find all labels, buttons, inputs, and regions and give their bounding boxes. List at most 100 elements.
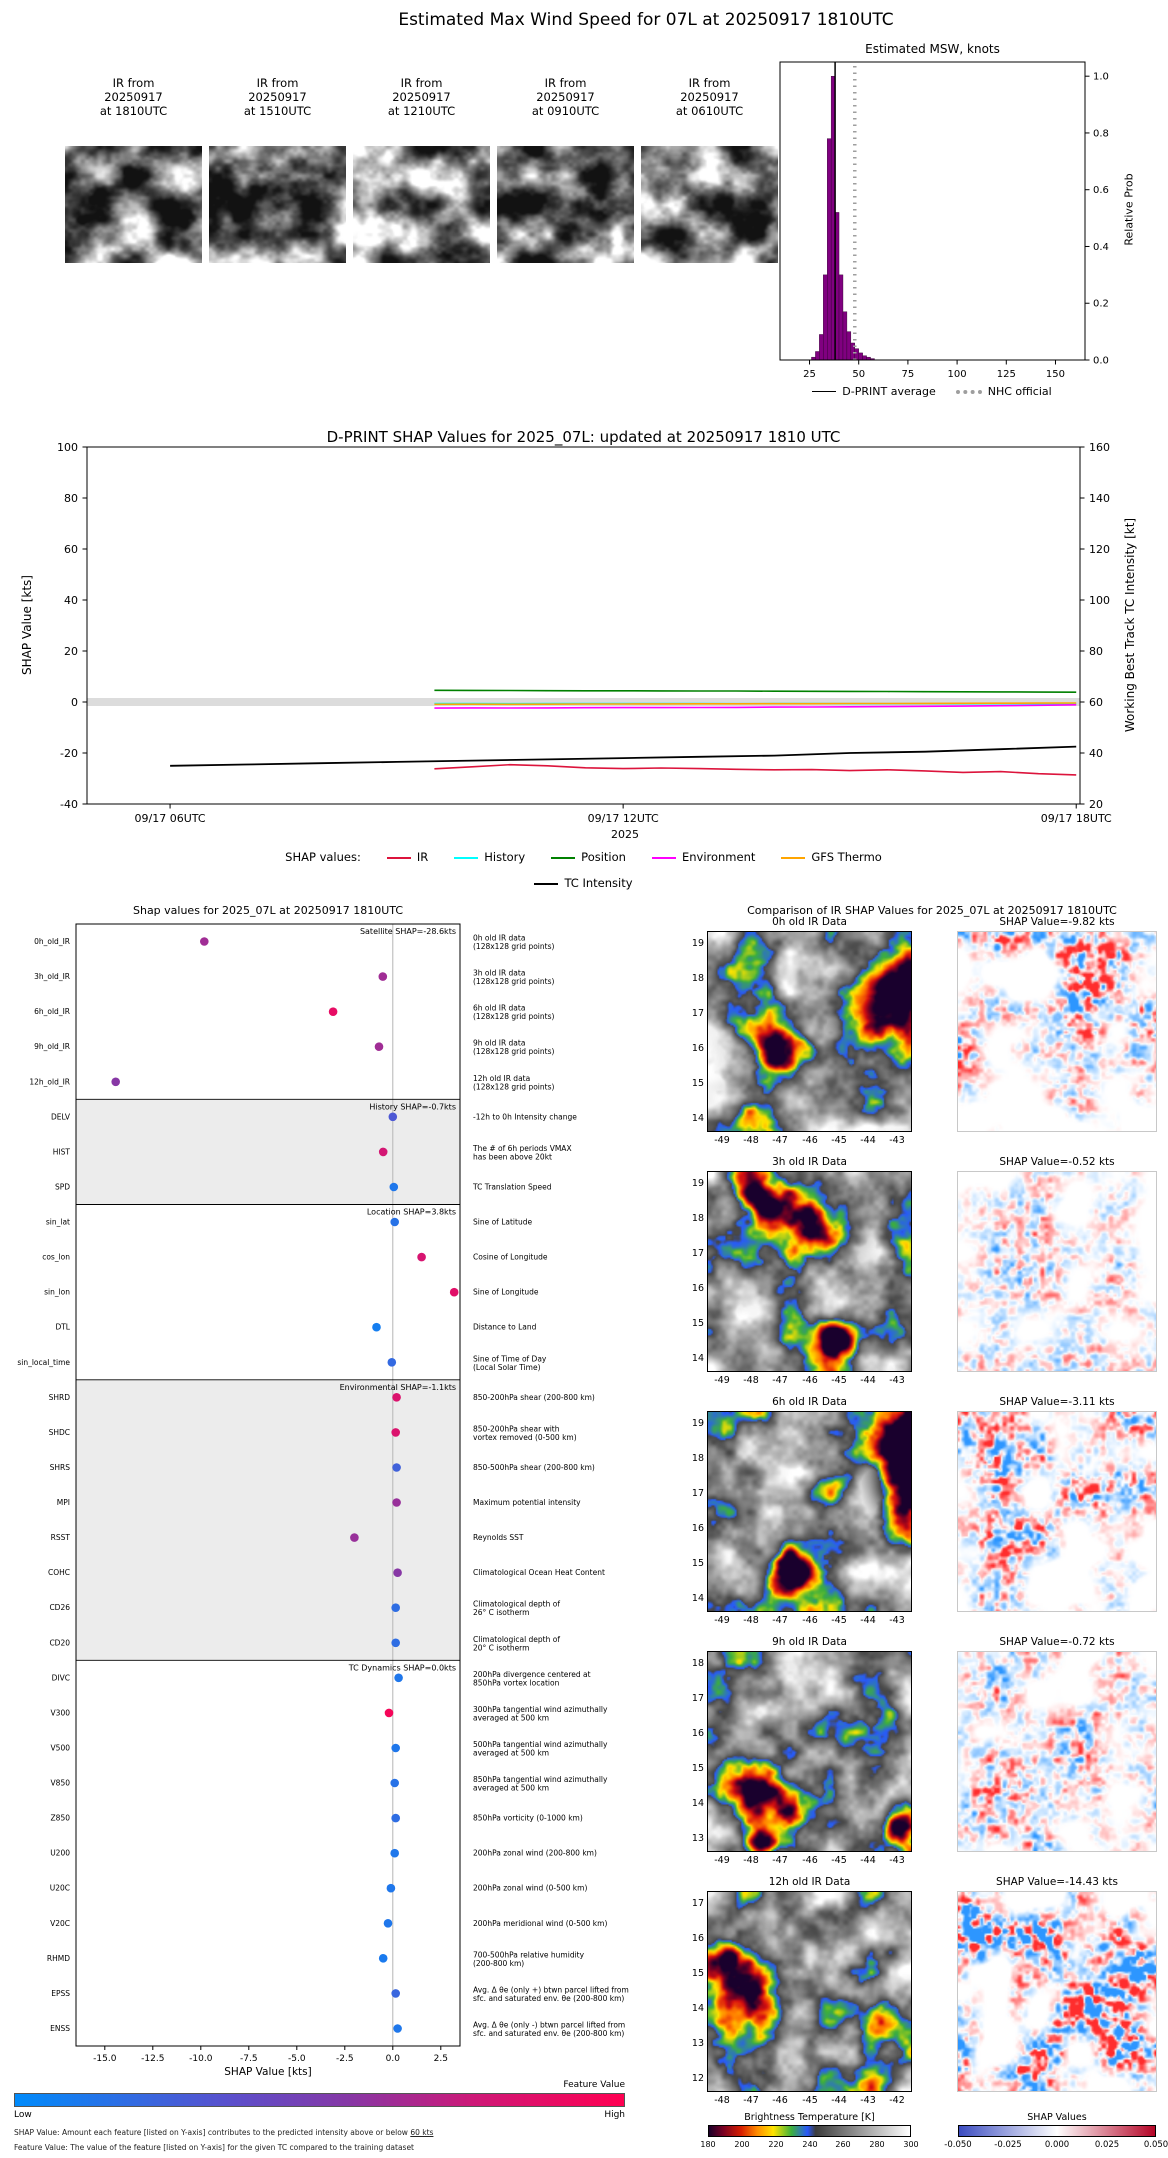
- lat-tick-label: 13: [691, 2038, 704, 2049]
- feature-description-MPI: Maximum potential intensity: [473, 1498, 581, 1507]
- feature-dot-CD20: [391, 1638, 401, 1648]
- dotplot-x-tick: 0.0: [386, 2054, 401, 2064]
- histogram-y-tick: 1.0: [1093, 72, 1109, 83]
- legend-label-nhc-official: NHC official: [987, 385, 1052, 398]
- feature-label-12h_old_IR: 12h_old_IR: [29, 1077, 70, 1086]
- bt-tick-label: 260: [835, 2140, 851, 2149]
- ir-thumbnail-image: [497, 146, 634, 263]
- dotplot-title: Shap values for 2025_07L at 20250917 181…: [132, 904, 404, 917]
- lat-tick-label: 16: [691, 1933, 704, 1944]
- lon-tick-label: -44: [831, 2095, 847, 2106]
- lon-tick-label: -48: [714, 2095, 730, 2106]
- ir-panel-title: 6h old IR Data: [772, 1396, 847, 1408]
- lat-tick-label: 19: [691, 1178, 704, 1189]
- feature-dot-SHRS: [392, 1463, 401, 1472]
- feature-label-U200: U200: [50, 1849, 70, 1858]
- histogram-legend: D-PRINT average NHC official: [712, 385, 1152, 398]
- histogram-y-tick: 0.0: [1093, 356, 1109, 367]
- lon-tick-label: -42: [889, 2095, 905, 2106]
- feature-label-COHC: COHC: [48, 1568, 70, 1577]
- feature-dot-COHC: [393, 1568, 402, 1577]
- feature-label-V300: V300: [51, 1708, 71, 1717]
- feature-dot-0h_old_IR: [200, 937, 209, 946]
- lat-tick-label: 16: [691, 1523, 704, 1534]
- feature-label-0h_old_IR: 0h_old_IR: [34, 937, 70, 946]
- shap-tick-label: 0.025: [1094, 2140, 1120, 2150]
- timeseries-year-label: 2025: [611, 828, 639, 841]
- lat-tick-label: 14: [691, 2003, 704, 2014]
- bt-colorbar: [708, 2125, 911, 2137]
- feature-dot-sin_lat: [390, 1217, 400, 1227]
- feature-label-DIVC: DIVC: [52, 1673, 70, 1682]
- bt-tick-label: 300: [903, 2140, 919, 2149]
- ir-thumbnail-label: IR from 20250917 at 1510UTC: [243, 76, 312, 118]
- feature-dot-CD26: [391, 1603, 401, 1612]
- feature-label-3h_old_IR: 3h_old_IR: [34, 972, 70, 981]
- ir-thumbnail-label: IR from 20250917 at 1810UTC: [99, 76, 168, 118]
- left-y-tick: -40: [60, 798, 78, 811]
- left-y-tick: 60: [64, 543, 78, 556]
- lon-tick-label: -43: [889, 1135, 905, 1146]
- histogram-bar: [838, 274, 844, 361]
- histogram-x-tick: 125: [997, 369, 1016, 380]
- group-shading-history: [76, 1099, 460, 1205]
- right-y-tick: 40: [1089, 747, 1103, 760]
- feature-description-CD20: Climatological depth of 20° C isotherm: [473, 1635, 560, 1653]
- histogram-bar: [862, 355, 867, 361]
- lon-tick-label: -45: [831, 1135, 847, 1146]
- shap-map-image-3: [958, 1652, 1156, 1851]
- feature-description-SHDC: 850-200hPa shear with vortex removed (0-5…: [473, 1424, 577, 1442]
- shap-colorbar: [958, 2125, 1156, 2137]
- feature-description-RHMD: 700-500hPa relative humidity (200-800 km): [473, 1950, 585, 1968]
- group-shading-environmental: [76, 1379, 460, 1661]
- x-tick: 09/17 12UTC: [588, 812, 659, 825]
- lon-tick-label: -49: [714, 1615, 730, 1626]
- shap-map-image-0: [958, 932, 1156, 1131]
- histogram-x-tick: 100: [948, 369, 967, 380]
- lon-tick-label: -46: [802, 1375, 818, 1386]
- legend-label-dprint-average: D-PRINT average: [842, 385, 936, 398]
- feature-label-EPSS: EPSS: [51, 1989, 70, 1998]
- legend-line-swatch: [454, 856, 479, 859]
- ir-thumbnail-label: IR from 20250917 at 1210UTC: [387, 76, 456, 118]
- legend-line-swatch: [781, 856, 806, 859]
- lon-tick-label: -46: [772, 2095, 788, 2106]
- lon-tick-label: -48: [743, 1375, 759, 1386]
- feature-label-Z850: Z850: [51, 1814, 71, 1823]
- left-y-tick: 0: [71, 696, 78, 709]
- lon-tick-label: -48: [743, 1855, 759, 1866]
- feature-dot-cos_lon: [417, 1252, 426, 1262]
- feature-description-SPD: TC Translation Speed: [472, 1183, 552, 1192]
- lat-tick-label: 15: [691, 1763, 704, 1774]
- legend-label: TC Intensity: [564, 876, 633, 890]
- left-y-tick: 100: [57, 442, 78, 454]
- legend-label: Position: [581, 850, 626, 864]
- histogram-title: Estimated MSW, knots: [865, 42, 1000, 56]
- histogram-bar: [827, 138, 832, 361]
- bt-tick-label: 200: [734, 2140, 750, 2149]
- feature-label-SHDC: SHDC: [49, 1428, 70, 1437]
- bt-tick-label: 280: [869, 2140, 885, 2149]
- histogram-bar: [823, 274, 828, 361]
- feature-dot-9h_old_IR: [374, 1042, 384, 1051]
- legend-item-environment: Environment: [651, 850, 755, 864]
- dotplot-x-tick: -2.5: [336, 2054, 354, 2064]
- left-y-tick: 20: [64, 645, 78, 658]
- feature-description-U20C: 200hPa zonal wind (0-500 km): [473, 1884, 587, 1893]
- legend-label: IR: [416, 850, 429, 864]
- lon-tick-label: -43: [860, 2095, 876, 2106]
- feature-description-sin_lat: Sine of Latitude: [473, 1218, 532, 1227]
- feature-description-V300: 300hPa tangential wind azimuthally averag…: [473, 1705, 608, 1723]
- timeseries-legend-row-1: SHAP values: IR History Position Environmen…: [87, 850, 1080, 864]
- histogram-x-tick: 75: [902, 369, 915, 380]
- footnote-text: SHAP Value: Amount each feature [listed …: [14, 2128, 411, 2137]
- footnote-text: Feature Value: The value of the feature …: [14, 2143, 415, 2152]
- lat-tick-label: 19: [691, 1418, 704, 1429]
- lat-tick-label: 15: [691, 1078, 704, 1089]
- feature-label-CD26: CD26: [49, 1603, 70, 1612]
- feature-description-COHC: Climatological Ocean Heat Content: [473, 1568, 605, 1577]
- feature-description-EPSS: Avg. Δ θe (only +) btwn parcel lifted fr…: [473, 1985, 629, 2003]
- feature-dot-RHMD: [378, 1954, 388, 1963]
- nhc-official-line-swatch: [955, 389, 982, 394]
- lat-tick-label: 15: [691, 1558, 704, 1569]
